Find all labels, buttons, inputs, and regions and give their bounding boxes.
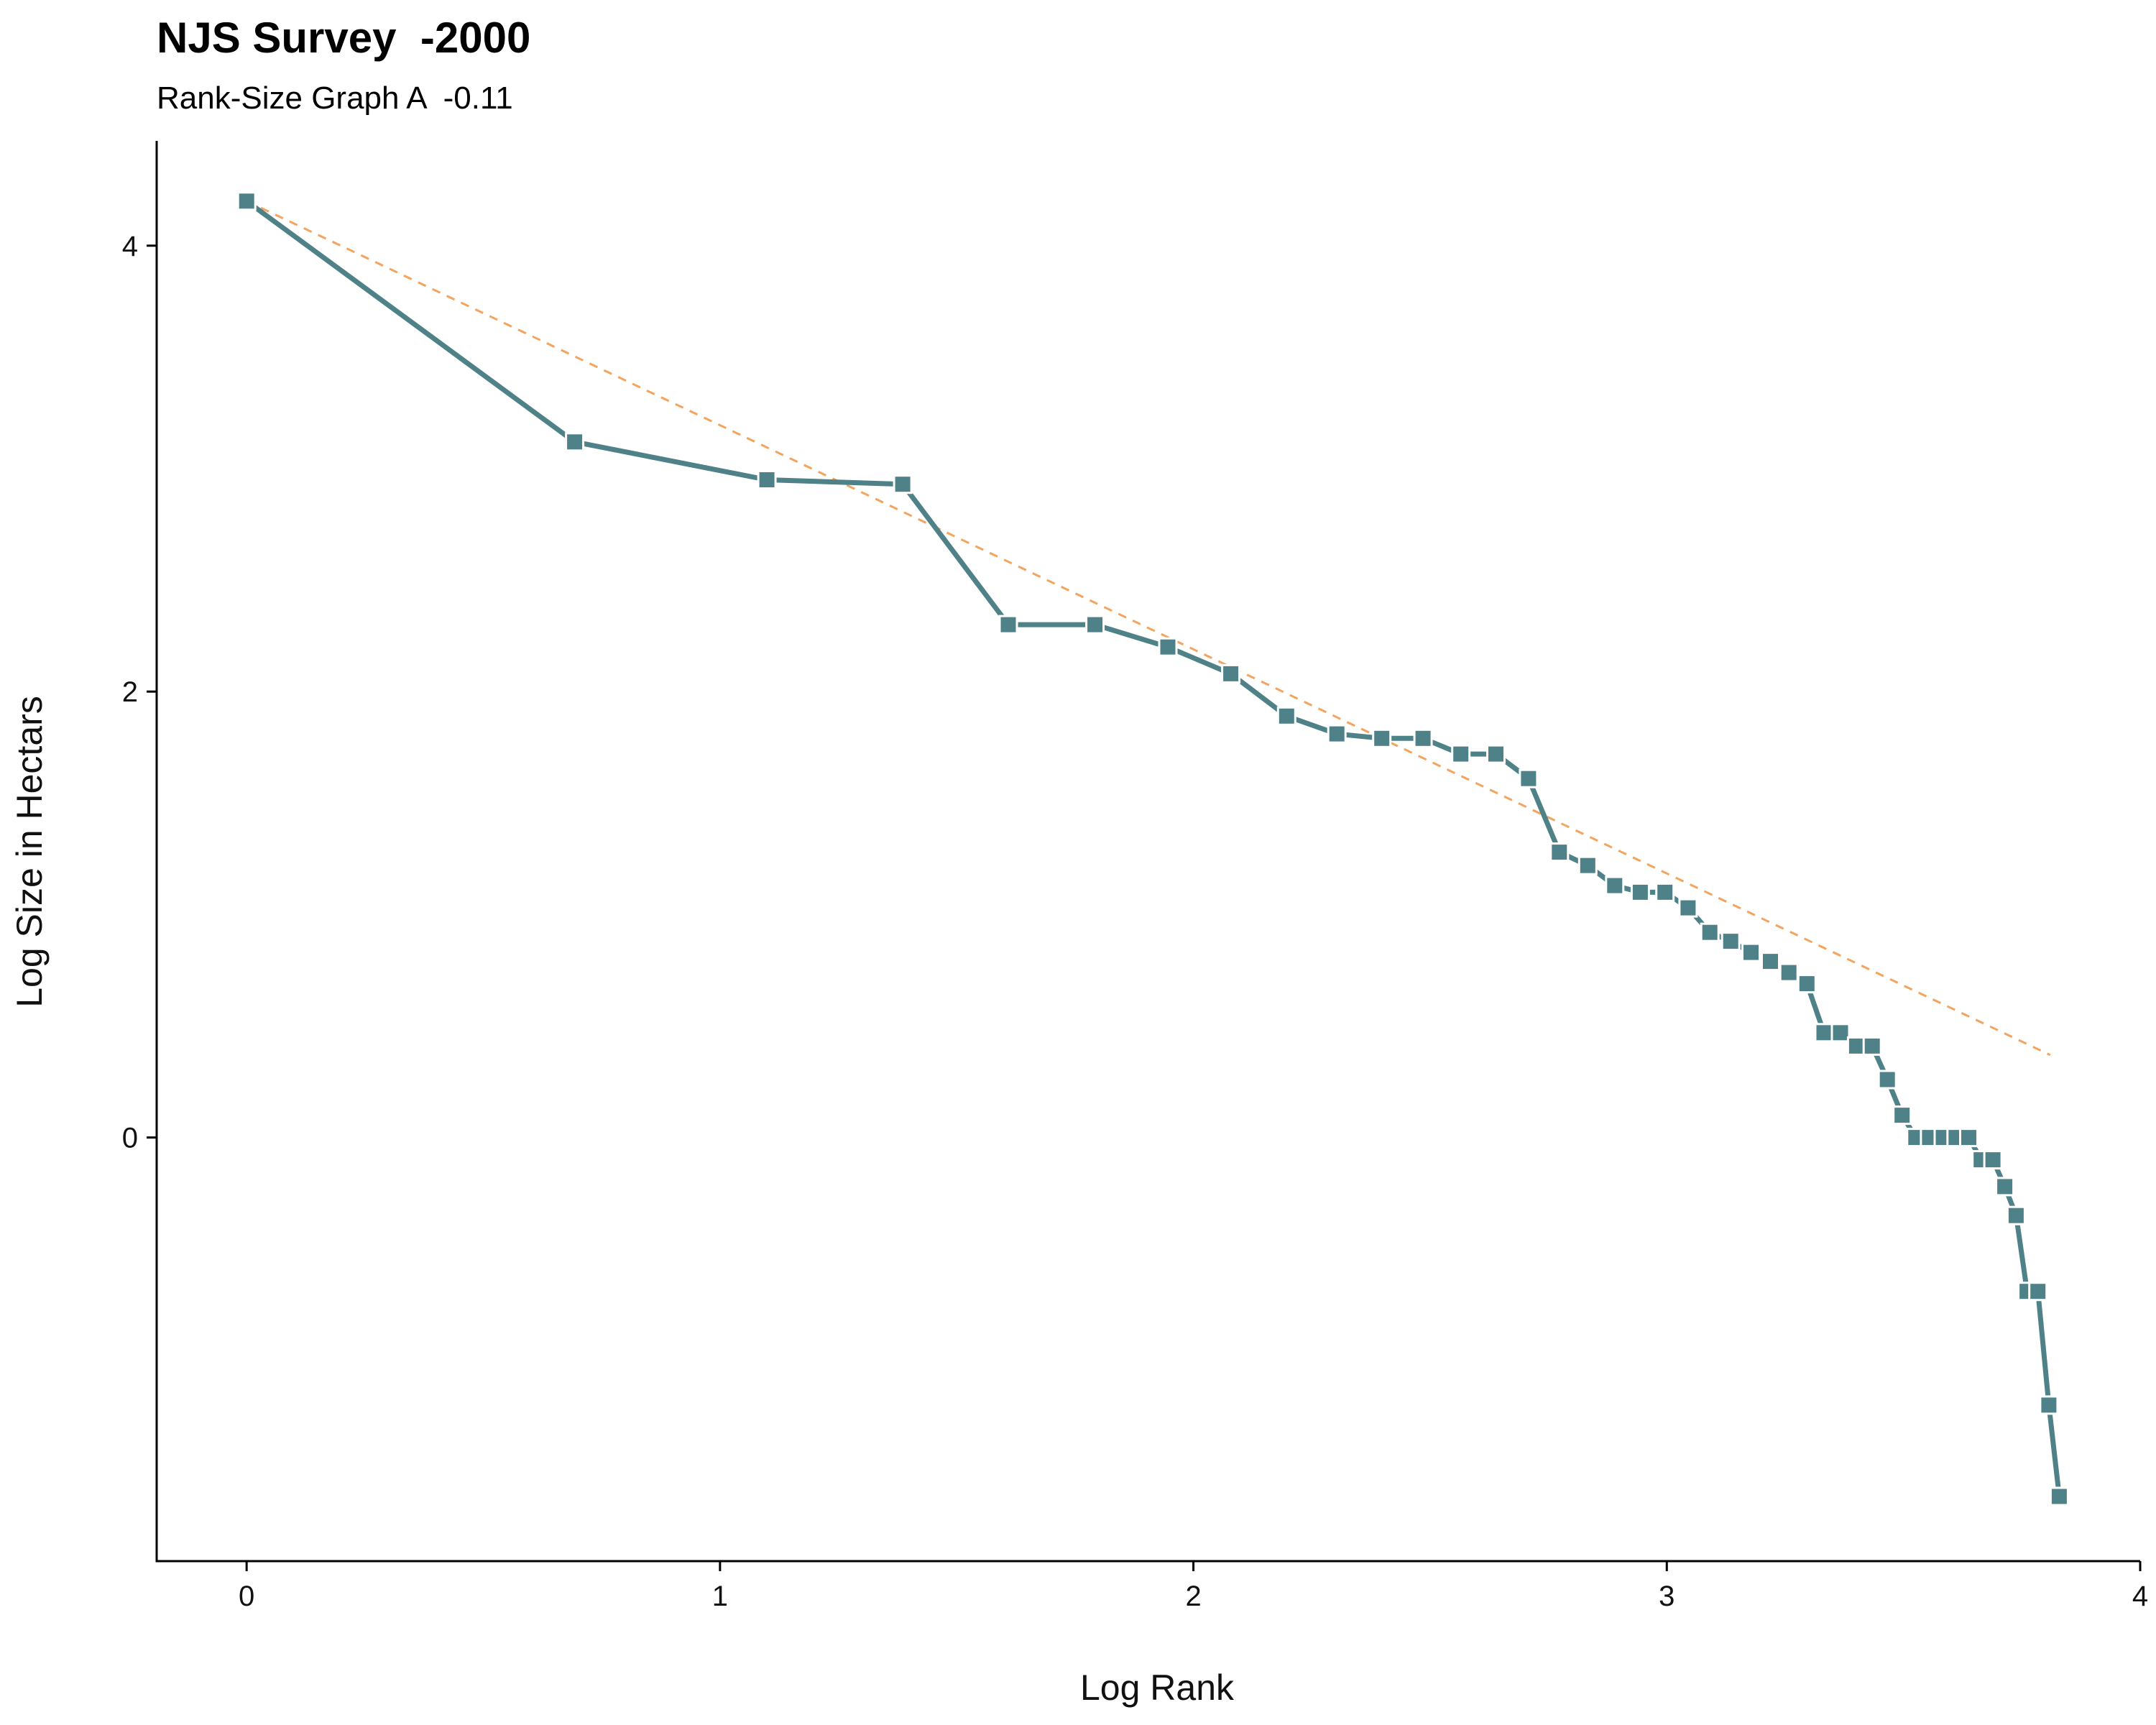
data-point <box>1451 744 1471 764</box>
expected-trend-line <box>246 200 2051 1057</box>
data-point <box>1085 615 1105 635</box>
chart-subtitle: Rank-Size Graph A -0.11 <box>157 80 513 116</box>
data-point <box>1327 724 1347 744</box>
data-point <box>757 470 777 489</box>
data-point <box>236 191 257 211</box>
y-axis-title: Log Size in Hectars <box>9 696 50 1008</box>
data-point <box>1741 942 1761 962</box>
data-point <box>1814 1023 1834 1043</box>
x-tick-label: 2 <box>1185 1581 1201 1612</box>
data-point <box>893 474 913 494</box>
data-point <box>1372 728 1392 748</box>
y-tick-label: 2 <box>122 676 138 708</box>
data-point <box>2028 1282 2048 1302</box>
data-point <box>1519 768 1539 788</box>
data-point <box>1761 952 1780 972</box>
y-tick-label: 0 <box>122 1123 138 1154</box>
data-point <box>1700 922 1720 942</box>
x-tick-label: 3 <box>1659 1581 1674 1612</box>
data-point <box>1862 1036 1882 1056</box>
data-point <box>2049 1486 2069 1506</box>
data-point <box>565 432 585 452</box>
data-point <box>1221 663 1241 684</box>
data-point <box>1549 842 1570 862</box>
observed-series-line <box>245 198 2062 1497</box>
data-point <box>1630 882 1650 902</box>
data-point <box>2039 1395 2059 1415</box>
data-point <box>1577 855 1598 875</box>
data-point <box>1797 974 1817 994</box>
data-point <box>1276 706 1296 726</box>
data-point <box>1995 1177 2015 1197</box>
data-point <box>1877 1070 1897 1090</box>
data-point <box>1892 1105 1912 1126</box>
data-point <box>1486 744 1506 764</box>
data-point <box>1158 637 1178 657</box>
data-point <box>1720 932 1741 952</box>
data-point <box>1413 728 1433 748</box>
data-point <box>1846 1036 1866 1056</box>
data-point <box>1830 1023 1851 1043</box>
x-axis-title: Log Rank <box>1080 1668 1235 1708</box>
data-point <box>1678 898 1698 918</box>
data-point <box>2006 1205 2026 1225</box>
chart-title: NJS Survey -2000 <box>157 14 531 62</box>
data-point <box>1605 875 1625 896</box>
y-tick-label: 4 <box>122 231 138 262</box>
x-tick-label: 4 <box>2132 1581 2148 1612</box>
x-tick-label: 0 <box>239 1581 254 1612</box>
data-point <box>1983 1150 2003 1170</box>
data-point <box>1779 962 1799 983</box>
data-point <box>1959 1128 1978 1148</box>
data-point <box>1655 882 1675 902</box>
data-point <box>998 615 1018 635</box>
x-tick-label: 1 <box>712 1581 728 1612</box>
